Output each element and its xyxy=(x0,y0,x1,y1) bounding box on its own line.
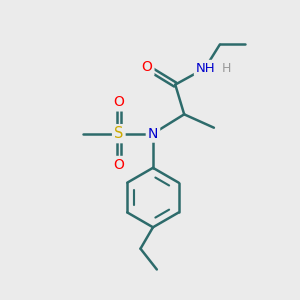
Text: S: S xyxy=(114,126,124,141)
Text: NH: NH xyxy=(196,62,215,75)
Text: O: O xyxy=(113,158,124,172)
Text: O: O xyxy=(113,95,124,110)
Text: N: N xyxy=(148,127,158,141)
Text: H: H xyxy=(222,62,231,75)
Text: O: O xyxy=(142,60,152,74)
